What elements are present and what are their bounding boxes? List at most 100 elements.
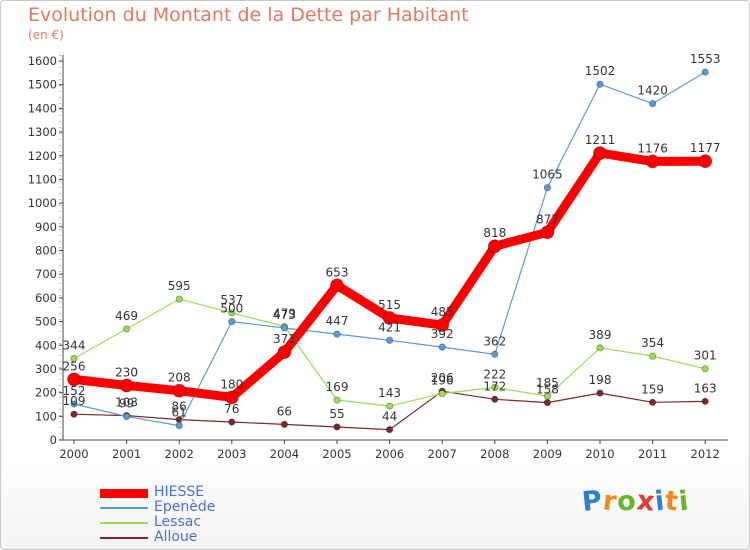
data-point-epenede bbox=[543, 184, 552, 192]
data-point-hiesse bbox=[487, 239, 502, 254]
data-label-epenede: 447 bbox=[326, 314, 349, 328]
x-tick-label: 2012 bbox=[691, 447, 720, 461]
x-tick-label: 2000 bbox=[59, 447, 88, 461]
data-label-hiesse: 818 bbox=[483, 226, 506, 240]
x-tick-label: 2004 bbox=[270, 447, 299, 461]
data-point-hiesse bbox=[540, 225, 555, 240]
data-label-lessac: 469 bbox=[115, 309, 138, 323]
data-label-lessac: 222 bbox=[483, 367, 506, 381]
legend-label: Epenède bbox=[154, 499, 216, 515]
data-label-hiesse: 1176 bbox=[637, 141, 668, 155]
y-tick-label: 0 bbox=[50, 433, 57, 447]
data-point-hiesse bbox=[593, 146, 607, 161]
x-tick-label: 2001 bbox=[112, 447, 141, 461]
y-tick-label: 1200 bbox=[28, 149, 57, 163]
data-point-epenede bbox=[701, 68, 709, 76]
y-tick-label: 1000 bbox=[28, 196, 57, 210]
data-point-lessac bbox=[648, 352, 657, 360]
data-point-epenede bbox=[596, 80, 604, 88]
data-label-hiesse: 256 bbox=[63, 359, 86, 373]
x-tick-label: 2008 bbox=[480, 447, 509, 461]
data-point-epenede bbox=[70, 400, 78, 408]
data-point-lessac bbox=[596, 344, 604, 352]
data-point-alloue bbox=[648, 398, 657, 406]
y-tick-label: 400 bbox=[35, 338, 57, 352]
x-tick-label: 2003 bbox=[217, 447, 246, 461]
legend-item-hiesse: HIESSE bbox=[100, 484, 320, 500]
data-label-lessac: 537 bbox=[220, 293, 243, 307]
data-point-epenede bbox=[123, 412, 131, 421]
chart-title: Evolution du Montant de la Dette par Hab… bbox=[28, 4, 469, 26]
data-point-lessac bbox=[385, 402, 394, 410]
data-label-alloue: 103 bbox=[115, 396, 138, 410]
data-label-hiesse: 1211 bbox=[585, 133, 616, 147]
data-point-hiesse bbox=[277, 345, 292, 360]
data-point-lessac bbox=[175, 295, 183, 303]
data-label-alloue: 55 bbox=[329, 407, 344, 421]
data-point-hiesse bbox=[645, 154, 660, 169]
data-label-alloue: 206 bbox=[431, 371, 454, 385]
y-tick-label: 300 bbox=[35, 362, 57, 376]
data-point-hiesse bbox=[435, 318, 450, 333]
data-point-alloue bbox=[70, 410, 78, 418]
data-label-epenede: 61 bbox=[172, 406, 187, 420]
data-label-epenede: 1420 bbox=[637, 84, 668, 98]
data-label-epenede: 99 bbox=[119, 397, 134, 411]
data-label-alloue: 172 bbox=[483, 379, 506, 393]
y-tick-label: 600 bbox=[35, 291, 57, 305]
y-tick-label: 500 bbox=[35, 315, 57, 329]
data-label-epenede: 152 bbox=[63, 384, 86, 398]
x-tick-label: 2010 bbox=[585, 447, 614, 461]
chart-legend: HIESSE Epenède Lessac Alloue bbox=[100, 484, 320, 545]
data-label-alloue: 66 bbox=[277, 404, 292, 418]
brand-letter: i bbox=[677, 485, 692, 518]
x-tick-label: 2007 bbox=[428, 447, 457, 461]
legend-item-alloue: Alloue bbox=[100, 529, 320, 545]
x-tick-label: 2009 bbox=[533, 447, 562, 461]
data-label-epenede: 473 bbox=[273, 308, 296, 322]
data-point-hiesse bbox=[330, 278, 344, 293]
legend-item-epenede: Epenède bbox=[100, 499, 320, 515]
data-point-epenede bbox=[385, 336, 394, 344]
data-point-epenede bbox=[491, 350, 499, 358]
data-point-alloue bbox=[280, 420, 288, 428]
y-tick-label: 200 bbox=[35, 386, 57, 400]
data-label-alloue: 109 bbox=[63, 394, 86, 408]
data-point-alloue bbox=[543, 398, 552, 407]
data-point-epenede bbox=[175, 421, 183, 430]
x-tick-label: 2011 bbox=[638, 447, 667, 461]
data-point-alloue bbox=[596, 389, 604, 397]
data-label-lessac: 354 bbox=[641, 336, 664, 350]
data-label-hiesse: 515 bbox=[378, 298, 401, 312]
legend-swatch bbox=[100, 488, 148, 498]
data-label-alloue: 76 bbox=[224, 402, 239, 416]
data-label-alloue: 159 bbox=[641, 382, 664, 396]
legend-label: Alloue bbox=[154, 529, 198, 545]
data-point-alloue bbox=[491, 395, 499, 403]
brand-logo: Proxiti bbox=[580, 485, 692, 518]
data-point-hiesse bbox=[698, 154, 713, 169]
data-label-alloue: 158 bbox=[536, 383, 559, 397]
data-point-alloue bbox=[701, 397, 709, 405]
data-point-alloue bbox=[385, 425, 394, 434]
data-point-hiesse bbox=[224, 390, 239, 405]
data-point-lessac bbox=[228, 309, 236, 317]
data-label-lessac: 344 bbox=[63, 339, 86, 353]
y-tick-label: 1100 bbox=[28, 172, 57, 186]
data-label-epenede: 500 bbox=[220, 302, 243, 316]
data-point-alloue bbox=[333, 423, 341, 431]
data-point-lessac bbox=[70, 354, 78, 363]
data-label-hiesse: 371 bbox=[273, 332, 296, 346]
series-line-hiesse bbox=[69, 148, 710, 402]
legend-item-lessac: Lessac bbox=[100, 514, 320, 530]
data-label-epenede: 1502 bbox=[585, 64, 616, 78]
data-label-alloue: 198 bbox=[589, 373, 612, 387]
data-point-hiesse bbox=[172, 383, 187, 398]
data-point-epenede bbox=[438, 343, 446, 351]
y-tick-label: 1300 bbox=[28, 125, 57, 139]
data-point-epenede bbox=[280, 324, 288, 332]
data-point-lessac bbox=[123, 325, 131, 333]
y-tick-label: 900 bbox=[35, 220, 57, 234]
